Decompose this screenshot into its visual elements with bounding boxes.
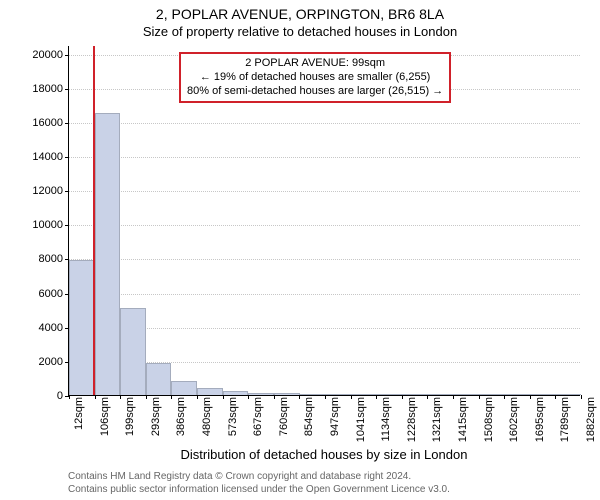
gridline-h: [69, 191, 580, 192]
histogram-bar: [351, 394, 376, 395]
ytick-label: 8000: [39, 253, 63, 265]
footer-line-1: Contains HM Land Registry data © Crown c…: [68, 471, 580, 482]
ytick-mark: [65, 225, 69, 226]
xtick-label: 947sqm: [329, 397, 341, 436]
xtick-label: 106sqm: [99, 397, 111, 436]
ytick-mark: [65, 123, 69, 124]
ytick-mark: [65, 89, 69, 90]
xtick-label: 386sqm: [175, 397, 187, 436]
xtick-label: 1602sqm: [508, 397, 520, 442]
xtick-mark: [427, 395, 428, 399]
xtick-mark: [479, 395, 480, 399]
xtick-mark: [504, 395, 505, 399]
histogram-bar: [171, 381, 197, 395]
ytick-label: 10000: [32, 219, 63, 231]
histogram-bar: [223, 391, 249, 395]
xtick-mark: [146, 395, 147, 399]
ytick-label: 18000: [32, 83, 63, 95]
xtick-label: 1321sqm: [431, 397, 443, 442]
gridline-h: [69, 225, 580, 226]
histogram-bar: [453, 394, 478, 395]
histogram-bar: [69, 260, 95, 395]
x-axis-label: Distribution of detached houses by size …: [68, 447, 580, 462]
xtick-label: 1695sqm: [534, 397, 546, 442]
xtick-label: 573sqm: [227, 397, 239, 436]
histogram-bar: [248, 393, 273, 395]
xtick-mark: [95, 395, 96, 399]
ytick-label: 6000: [39, 288, 63, 300]
histogram-bar: [479, 394, 505, 395]
ytick-mark: [65, 191, 69, 192]
xtick-mark: [171, 395, 172, 399]
histogram-bar: [402, 394, 427, 395]
xtick-label: 293sqm: [150, 397, 162, 436]
ytick-label: 12000: [32, 185, 63, 197]
histogram-bar: [556, 394, 581, 395]
histogram-bar: [504, 394, 529, 395]
ytick-label: 14000: [32, 151, 63, 163]
xtick-label: 1134sqm: [380, 397, 392, 441]
xtick-mark: [325, 395, 326, 399]
xtick-label: 199sqm: [124, 397, 136, 436]
xtick-label: 1789sqm: [559, 397, 571, 442]
legend-box: 2 POPLAR AVENUE: 99sqm ← 19% of detached…: [179, 52, 451, 103]
xtick-mark: [351, 395, 352, 399]
xtick-mark: [120, 395, 121, 399]
xtick-mark: [581, 395, 582, 399]
xtick-label: 760sqm: [278, 397, 290, 436]
xtick-mark: [299, 395, 300, 399]
histogram-bar: [376, 394, 402, 395]
xtick-mark: [402, 395, 403, 399]
legend-line-2: ← 19% of detached houses are smaller (6,…: [187, 71, 443, 85]
gridline-h: [69, 123, 580, 124]
chart-subtitle: Size of property relative to detached ho…: [0, 24, 600, 39]
xtick-label: 1882sqm: [585, 397, 597, 442]
histogram-bar: [95, 113, 120, 395]
histogram-chart: 2, POPLAR AVENUE, ORPINGTON, BR6 8LA Siz…: [0, 0, 600, 500]
xtick-mark: [274, 395, 275, 399]
gridline-h: [69, 259, 580, 260]
histogram-bar: [427, 394, 453, 395]
xtick-mark: [555, 395, 556, 399]
xtick-mark: [453, 395, 454, 399]
ytick-label: 20000: [32, 49, 63, 61]
legend-line-1: 2 POPLAR AVENUE: 99sqm: [187, 57, 443, 71]
ytick-label: 16000: [32, 117, 63, 129]
xtick-mark: [376, 395, 377, 399]
histogram-bar: [325, 394, 351, 395]
ytick-mark: [65, 157, 69, 158]
footer-line-2: Contains public sector information licen…: [68, 484, 580, 495]
histogram-bar: [300, 394, 325, 395]
xtick-label: 12sqm: [73, 397, 85, 430]
marker-line: [93, 46, 95, 395]
ytick-label: 4000: [39, 322, 63, 334]
xtick-label: 854sqm: [303, 397, 315, 436]
histogram-bar: [120, 308, 146, 395]
histogram-bar: [146, 363, 171, 395]
legend-line-3: 80% of semi-detached houses are larger (…: [187, 85, 443, 99]
histogram-bar: [274, 393, 300, 395]
xtick-label: 1415sqm: [457, 397, 469, 442]
histogram-bar: [197, 388, 222, 396]
xtick-mark: [530, 395, 531, 399]
xtick-label: 480sqm: [201, 397, 213, 436]
ytick-mark: [65, 55, 69, 56]
xtick-label: 1508sqm: [483, 397, 495, 442]
histogram-bar: [530, 394, 556, 395]
plot-area: 0200040006000800010000120001400016000180…: [68, 46, 580, 396]
xtick-label: 1041sqm: [355, 397, 367, 442]
xtick-mark: [69, 395, 70, 399]
xtick-label: 667sqm: [252, 397, 264, 436]
xtick-mark: [248, 395, 249, 399]
gridline-h: [69, 157, 580, 158]
xtick-label: 1228sqm: [406, 397, 418, 442]
ytick-label: 0: [57, 390, 63, 402]
ytick-label: 2000: [39, 356, 63, 368]
xtick-mark: [197, 395, 198, 399]
chart-title: 2, POPLAR AVENUE, ORPINGTON, BR6 8LA: [0, 6, 600, 22]
gridline-h: [69, 294, 580, 295]
xtick-mark: [223, 395, 224, 399]
